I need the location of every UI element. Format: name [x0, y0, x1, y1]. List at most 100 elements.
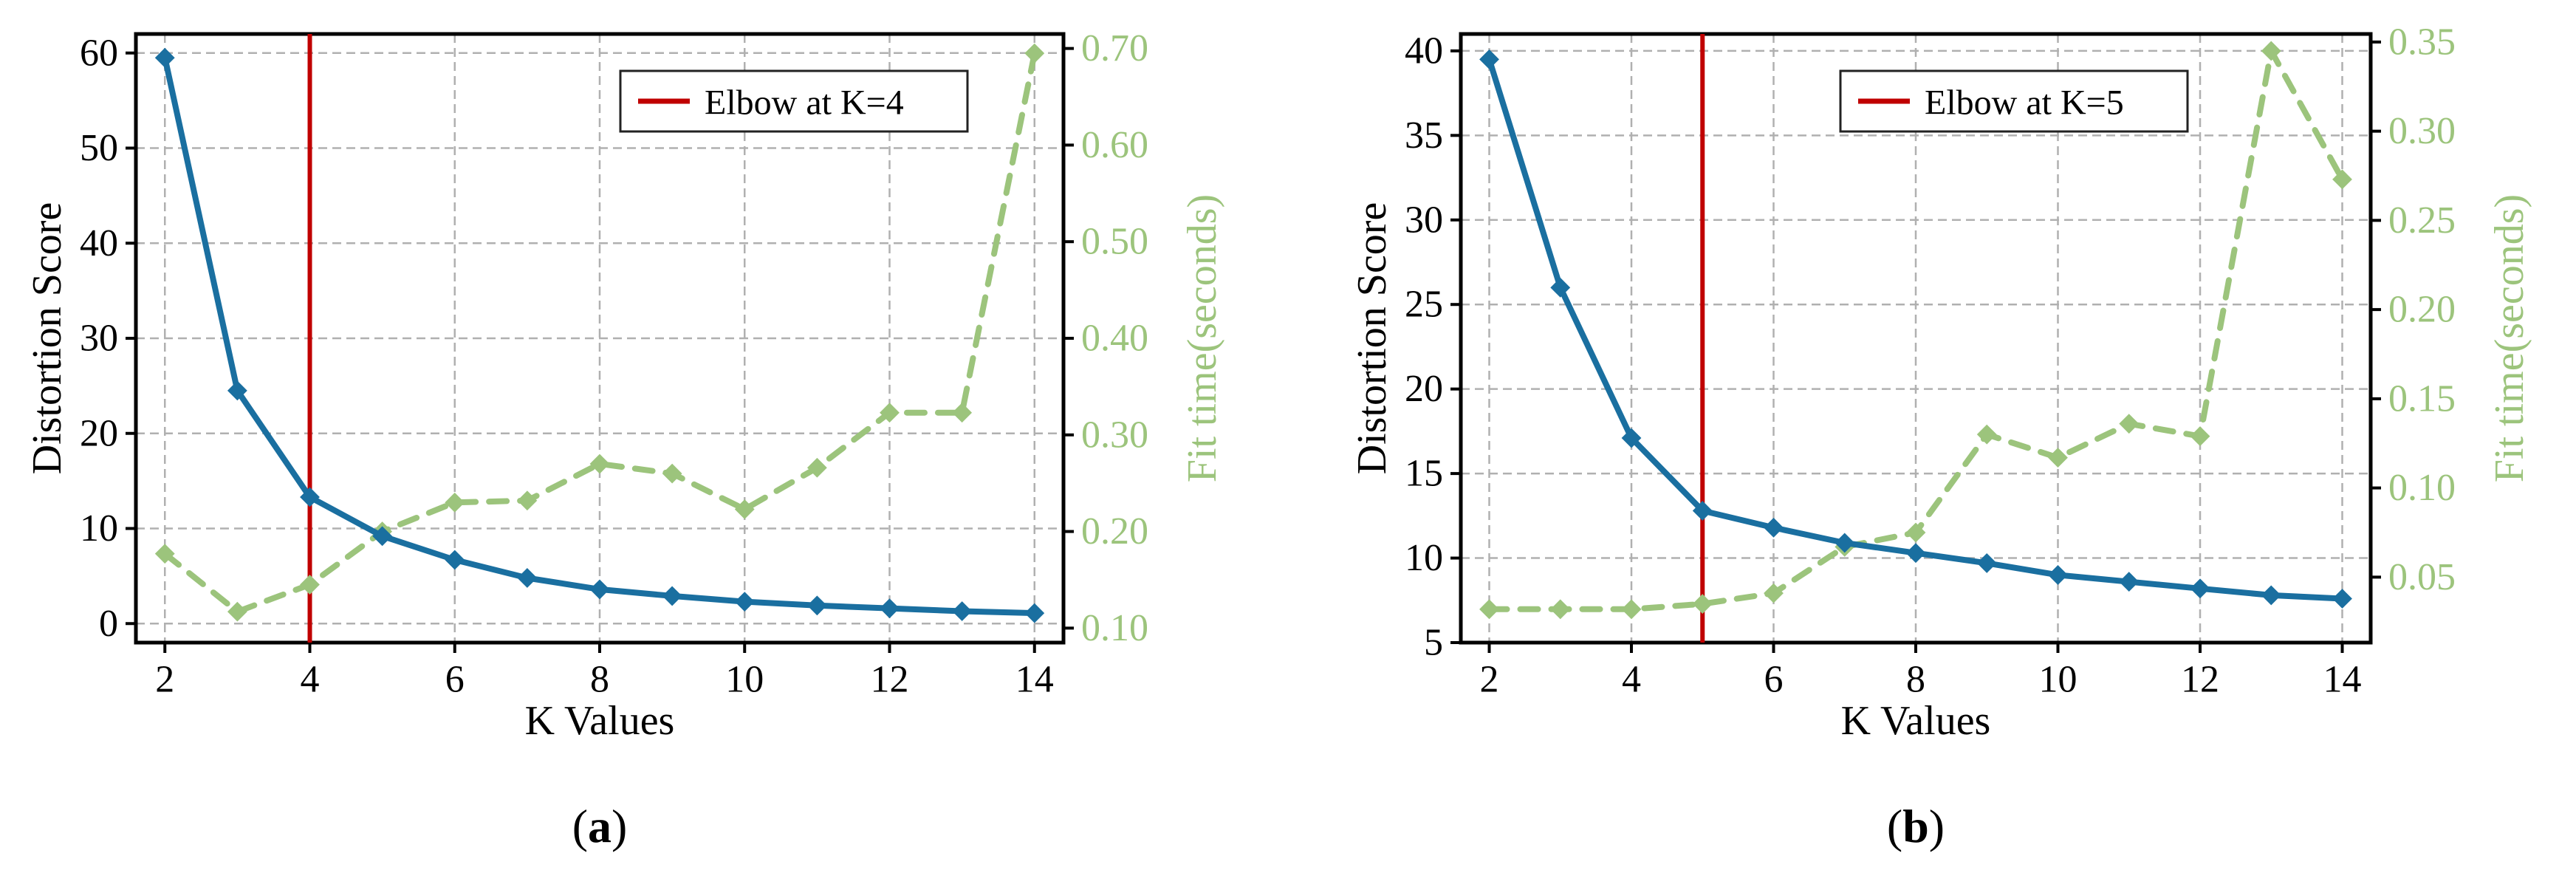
- distortion-point: [517, 568, 538, 588]
- fit-time-point: [227, 601, 247, 622]
- y-axis-label: Distortion Score: [1349, 202, 1395, 475]
- fit-time-point: [952, 403, 973, 423]
- x-tick-label: 4: [1622, 659, 1641, 701]
- distortion-point: [1764, 517, 1784, 538]
- y2-tick-label: 0.15: [2388, 377, 2456, 420]
- y-tick-label: 30: [1405, 199, 1443, 241]
- legend-label: Elbow at K=5: [1925, 83, 2124, 123]
- y2-tick-label: 0.30: [2388, 110, 2456, 152]
- fit-time-point: [2048, 448, 2068, 468]
- x-tick-label: 12: [2181, 659, 2219, 701]
- fit-time-point: [1621, 599, 1642, 620]
- y-tick-label: 25: [1405, 284, 1443, 326]
- fit-time-point: [806, 457, 827, 478]
- x-tick-label: 2: [155, 659, 174, 701]
- y-tick-label: 40: [80, 222, 118, 264]
- distortion-point: [2048, 565, 2068, 585]
- x-tick-label: 12: [871, 659, 909, 701]
- y2-tick-label: 0.35: [2388, 21, 2456, 63]
- x-tick-label: 10: [2039, 659, 2077, 701]
- y2-tick-label: 0.30: [1081, 414, 1148, 456]
- y-tick-label: 10: [80, 507, 118, 550]
- panel-caption: (a): [572, 800, 628, 852]
- y2-tick-label: 0.70: [1081, 27, 1148, 69]
- y-tick-label: 30: [80, 318, 118, 360]
- y2-tick-label: 0.25: [2388, 199, 2456, 242]
- y-axis-label: Distortion Score: [24, 202, 70, 475]
- chart-panel-2: 2 4 6 8 10 12 14 5 10 15 20 25 30 35 40 0.05 0.10 0.15 0.2…: [1349, 21, 2532, 852]
- x-tick-label: 6: [445, 659, 465, 701]
- fit-time-point: [445, 492, 465, 513]
- y-tick-label: 35: [1405, 114, 1443, 157]
- x-tick-label: 10: [725, 659, 764, 701]
- distortion-point: [227, 380, 247, 401]
- y2-tick-label: 0.60: [1081, 124, 1148, 166]
- distortion-point: [2190, 578, 2210, 599]
- distortion-point: [734, 592, 755, 612]
- fit-time-point: [2332, 169, 2352, 190]
- distortion-point: [952, 601, 973, 621]
- x-tick-label: 8: [1906, 659, 1925, 701]
- fit-time-point: [734, 499, 755, 519]
- fit-time-point: [1479, 599, 1499, 620]
- fit-time-point: [517, 490, 538, 511]
- distortion-point: [2261, 585, 2281, 606]
- distortion-point: [1835, 533, 1855, 553]
- distortion-point: [662, 586, 682, 606]
- x-axis-label: K Values: [1841, 698, 1991, 744]
- fit-time-point: [2261, 41, 2281, 61]
- x-tick-label: 14: [1015, 659, 1054, 701]
- y-tick-label: 20: [1405, 368, 1443, 410]
- distortion-point: [806, 595, 827, 616]
- y-tick-label: 0: [99, 603, 118, 645]
- distortion-point: [1024, 603, 1045, 623]
- x-tick-label: 8: [590, 659, 609, 701]
- y2-tick-label: 0.05: [2388, 556, 2456, 598]
- distortion-point: [1976, 553, 1997, 573]
- y-tick-label: 20: [80, 412, 118, 454]
- panel-caption: (b): [1887, 800, 1945, 852]
- y-tick-label: 40: [1405, 30, 1443, 72]
- x-tick-label: 6: [1764, 659, 1784, 701]
- fit-time-point: [1764, 583, 1784, 603]
- x-tick-label: 14: [2323, 659, 2362, 701]
- y2-tick-label: 0.10: [1081, 607, 1148, 649]
- distortion-point: [1692, 501, 1713, 521]
- y2-axis-label: Fit time(seconds): [2487, 194, 2532, 482]
- distortion-point: [2332, 589, 2352, 609]
- y-tick-label: 10: [1405, 537, 1443, 579]
- distortion-point: [445, 550, 465, 570]
- fit-time-point: [2190, 426, 2210, 446]
- distortion-point: [1621, 428, 1642, 448]
- y2-tick-label: 0.40: [1081, 318, 1148, 360]
- chart-panel-1: 2 4 6 8 10 12 14 0 10 20 30 40 50 60 0.10 0.20 0.30 0.40 0…: [24, 27, 1225, 852]
- fit-time-point: [1692, 594, 1713, 615]
- fit-time-point: [154, 544, 175, 564]
- fit-time-point: [300, 575, 320, 595]
- distortion-point: [880, 598, 900, 619]
- x-axis-label: K Values: [525, 698, 675, 744]
- distortion-point: [1479, 49, 1499, 69]
- fit-time-point: [589, 454, 610, 474]
- distortion-point: [1905, 543, 1926, 564]
- legend-label: Elbow at K=4: [705, 83, 904, 123]
- fit-time-point: [1550, 599, 1571, 620]
- y-tick-label: 50: [80, 127, 118, 169]
- legend: Elbow at K=5: [1839, 69, 2189, 133]
- y2-tick-label: 0.20: [2388, 289, 2456, 331]
- x-tick-label: 4: [301, 659, 320, 701]
- distortion-point: [2119, 572, 2140, 592]
- legend: Elbow at K=4: [619, 69, 969, 133]
- y-tick-label: 15: [1405, 453, 1443, 495]
- fit-time-point: [662, 463, 682, 484]
- x-tick-label: 2: [1480, 659, 1499, 701]
- fit-time-point: [1976, 424, 1997, 445]
- fit-time-point: [1024, 43, 1045, 64]
- y-tick-label: 5: [1424, 622, 1443, 664]
- distortion-point: [154, 47, 175, 68]
- distortion-point: [589, 579, 610, 600]
- y2-tick-label: 0.20: [1081, 510, 1148, 552]
- y-tick-label: 60: [80, 32, 118, 74]
- fit-time-point: [1905, 522, 1926, 543]
